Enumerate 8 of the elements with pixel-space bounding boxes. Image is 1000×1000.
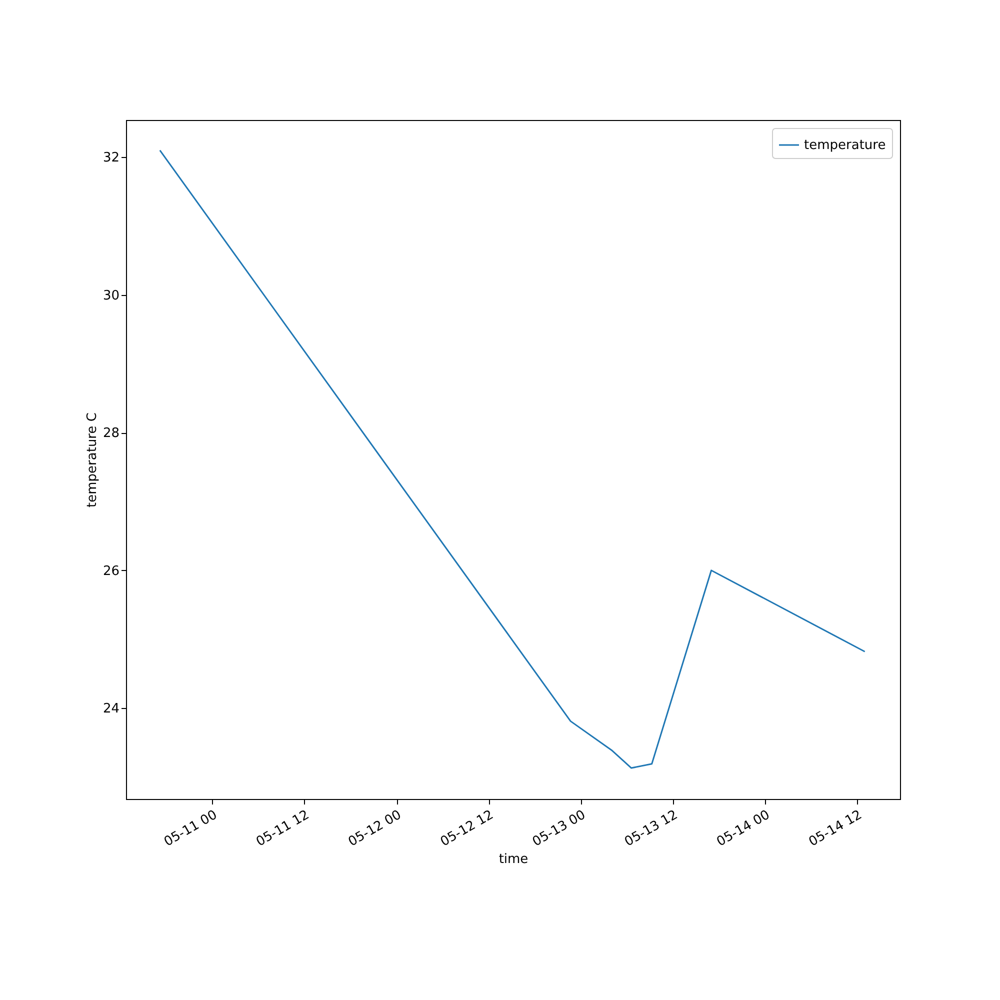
x-axis-title: time (498, 852, 528, 867)
y-tick-label: 24 (102, 702, 120, 717)
y-axis-title: temperature C (84, 412, 100, 508)
y-tick-label: 32 (102, 150, 120, 166)
y-tick-label: 30 (102, 288, 120, 304)
legend-label: temperature (804, 138, 886, 153)
y-tick-label: 28 (102, 426, 120, 442)
y-tick-label: 26 (102, 564, 120, 579)
